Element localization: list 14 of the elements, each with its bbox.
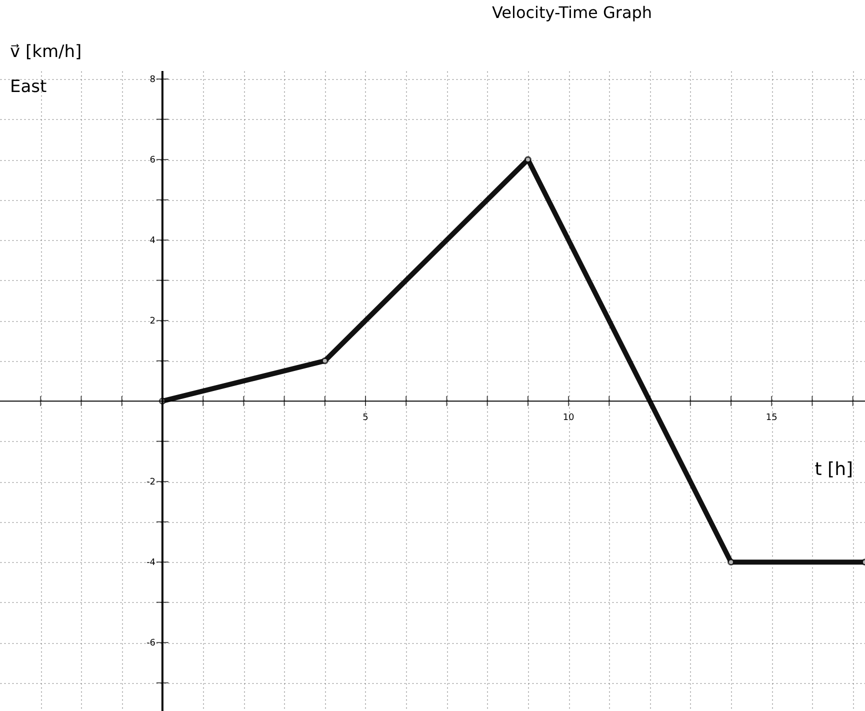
x-axis-title: t [h]: [814, 459, 853, 480]
y-tick-label: 8: [150, 75, 156, 86]
x-tick-label: 10: [562, 413, 575, 424]
annotation: East: [10, 77, 48, 97]
chart-title: Velocity-Time Graph: [492, 3, 652, 22]
y-tick-label: 2: [150, 316, 156, 327]
y-tick-label: -2: [146, 478, 156, 488]
x-tick-label: 15: [766, 413, 778, 424]
y-tick-label: 4: [150, 236, 156, 246]
y-tick-label: -4: [146, 558, 156, 568]
x-tick-label: 5: [362, 413, 368, 424]
y-tick-label: -6: [146, 638, 156, 649]
y-tick-label: 6: [150, 156, 156, 166]
y-axis-title: v⃗ [km/h]: [10, 42, 82, 62]
